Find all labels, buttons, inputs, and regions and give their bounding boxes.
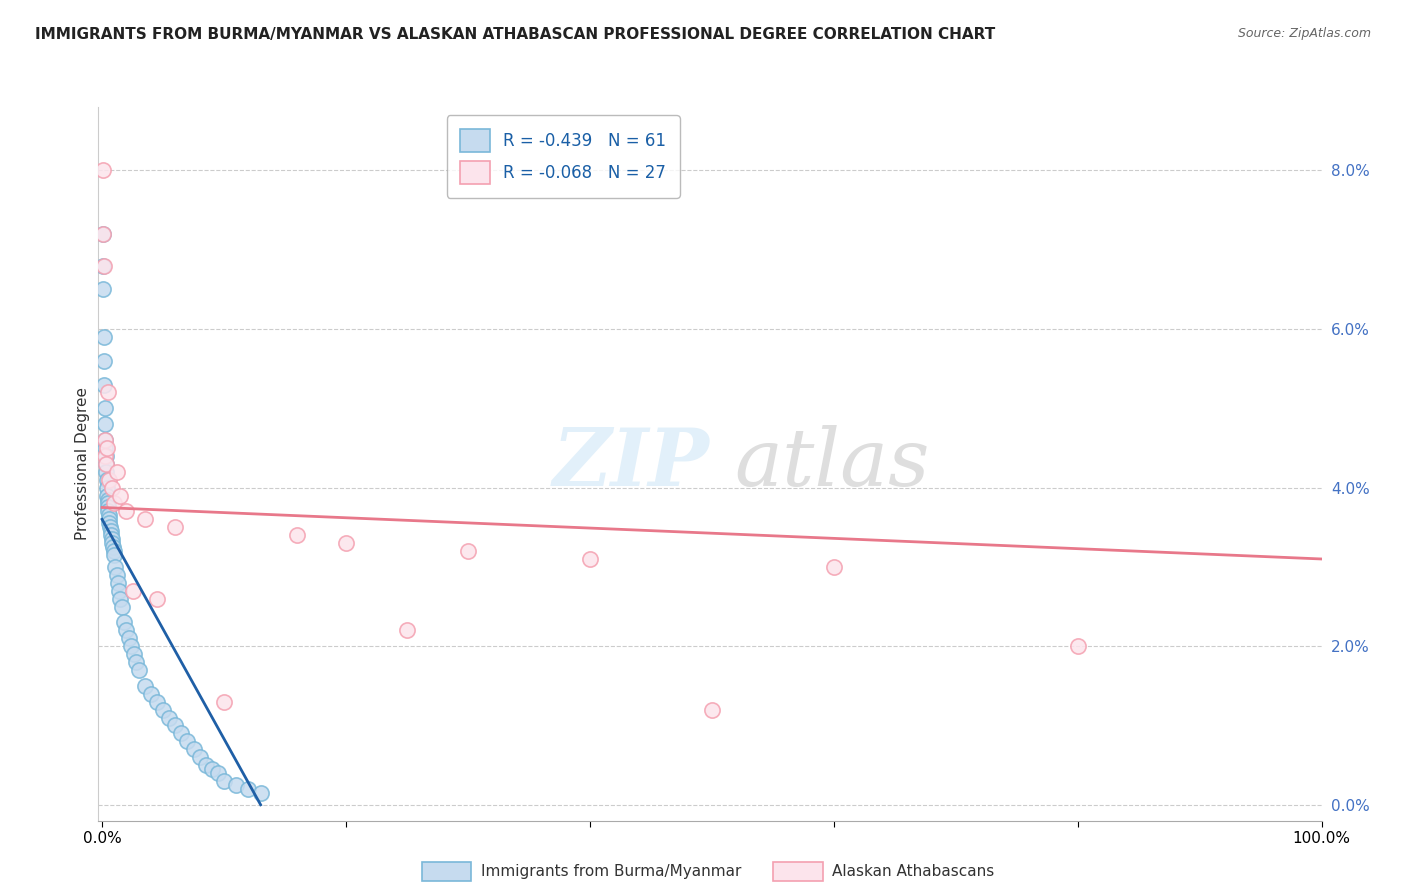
Point bbox=[201, 762, 224, 776]
Point bbox=[157, 710, 180, 724]
Y-axis label: Professional Degree: Professional Degree bbox=[75, 387, 90, 541]
Point bbox=[108, 583, 131, 598]
Point bbox=[105, 567, 128, 582]
Point bbox=[94, 457, 117, 471]
Text: Source: ZipAtlas.com: Source: ZipAtlas.com bbox=[1237, 27, 1371, 40]
Text: atlas: atlas bbox=[734, 425, 929, 502]
Point bbox=[100, 528, 122, 542]
Point bbox=[93, 377, 115, 392]
Point bbox=[823, 560, 845, 574]
Point bbox=[91, 259, 114, 273]
Point bbox=[101, 540, 124, 554]
Point bbox=[91, 163, 114, 178]
Legend: R = -0.439   N = 61, R = -0.068   N = 27: R = -0.439 N = 61, R = -0.068 N = 27 bbox=[447, 115, 679, 197]
Point bbox=[146, 695, 169, 709]
Point bbox=[170, 726, 193, 740]
Point bbox=[152, 703, 174, 717]
Point bbox=[96, 489, 118, 503]
Point bbox=[96, 441, 118, 455]
Point bbox=[96, 465, 118, 479]
Point bbox=[112, 615, 135, 630]
Point bbox=[165, 718, 187, 732]
Point bbox=[188, 750, 211, 764]
Point bbox=[115, 504, 138, 518]
Point bbox=[93, 330, 115, 344]
Point bbox=[97, 504, 120, 518]
Point bbox=[91, 282, 114, 296]
Point bbox=[98, 520, 121, 534]
Point bbox=[93, 353, 115, 368]
Point bbox=[146, 591, 169, 606]
Point bbox=[110, 599, 132, 614]
Point bbox=[97, 500, 120, 515]
Point bbox=[139, 687, 162, 701]
Point bbox=[249, 786, 271, 800]
Point bbox=[335, 536, 357, 550]
Point bbox=[1067, 639, 1090, 653]
Point bbox=[183, 742, 205, 756]
Text: ZIP: ZIP bbox=[553, 425, 710, 502]
Text: Alaskan Athabascans: Alaskan Athabascans bbox=[832, 864, 994, 879]
Text: IMMIGRANTS FROM BURMA/MYANMAR VS ALASKAN ATHABASCAN PROFESSIONAL DEGREE CORRELAT: IMMIGRANTS FROM BURMA/MYANMAR VS ALASKAN… bbox=[35, 27, 995, 42]
Point bbox=[121, 583, 143, 598]
Point bbox=[194, 758, 217, 772]
Point bbox=[94, 417, 117, 432]
Point bbox=[101, 481, 124, 495]
Point bbox=[94, 441, 117, 455]
Point bbox=[579, 552, 602, 566]
Point bbox=[93, 401, 115, 416]
Point bbox=[97, 385, 120, 400]
Point bbox=[91, 227, 114, 241]
Point bbox=[212, 774, 235, 789]
Point bbox=[103, 496, 125, 510]
Point bbox=[96, 481, 118, 495]
Point bbox=[212, 695, 235, 709]
Point bbox=[98, 512, 121, 526]
Point bbox=[207, 766, 229, 780]
Point bbox=[134, 512, 156, 526]
Point bbox=[700, 703, 723, 717]
Point bbox=[97, 496, 120, 510]
Point bbox=[94, 449, 117, 463]
Point bbox=[94, 433, 117, 447]
Point bbox=[94, 457, 117, 471]
Point bbox=[103, 544, 125, 558]
Point bbox=[118, 632, 141, 646]
Point bbox=[104, 560, 127, 574]
Point bbox=[128, 663, 150, 677]
Point bbox=[122, 647, 145, 661]
Point bbox=[125, 655, 148, 669]
Point bbox=[134, 679, 156, 693]
Point bbox=[115, 624, 138, 638]
Point bbox=[110, 489, 132, 503]
Point bbox=[165, 520, 187, 534]
Point bbox=[103, 548, 125, 562]
Point bbox=[101, 536, 124, 550]
Text: Immigrants from Burma/Myanmar: Immigrants from Burma/Myanmar bbox=[481, 864, 741, 879]
Point bbox=[285, 528, 308, 542]
Point bbox=[93, 259, 115, 273]
Point bbox=[110, 591, 132, 606]
Point bbox=[96, 473, 118, 487]
Point bbox=[98, 473, 121, 487]
Point bbox=[120, 639, 142, 653]
Point bbox=[93, 433, 115, 447]
Point bbox=[105, 465, 128, 479]
Point bbox=[395, 624, 418, 638]
Point bbox=[101, 532, 124, 546]
Point bbox=[97, 492, 120, 507]
Point bbox=[94, 449, 117, 463]
Point bbox=[97, 508, 120, 523]
Point bbox=[98, 516, 121, 531]
Point bbox=[225, 778, 247, 792]
Point bbox=[457, 544, 479, 558]
Point bbox=[100, 524, 122, 539]
Point bbox=[107, 575, 129, 590]
Point bbox=[91, 227, 114, 241]
Point bbox=[176, 734, 198, 748]
Point bbox=[238, 781, 260, 796]
